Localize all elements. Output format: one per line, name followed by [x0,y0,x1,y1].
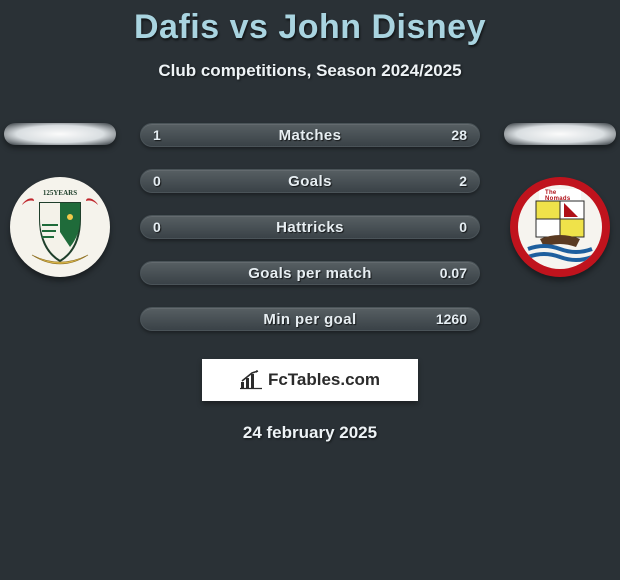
stat-bars: 1 Matches 28 0 Goals 2 0 Hattricks 0 Goa… [140,123,480,331]
brand-box[interactable]: FcTables.com [202,359,418,401]
player-left-name-pill [4,123,116,145]
stat-right-value: 0 [459,219,467,235]
stat-label: Hattricks [276,219,344,236]
player-right-block: The Nomads [504,123,616,277]
club-crest-right: The Nomads [510,177,610,277]
club-crest-left: 125YEARS [10,177,110,277]
player-right-name-pill [504,123,616,145]
stat-left-value: 0 [153,219,161,235]
shield-crest-icon: 125YEARS [10,177,110,277]
bar-chart-icon [240,370,262,390]
stat-row-min-per-goal: Min per goal 1260 [140,307,480,331]
stat-row-goals-per-match: Goals per match 0.07 [140,261,480,285]
stat-left-value: 0 [153,173,161,189]
subtitle: Club competitions, Season 2024/2025 [0,61,620,81]
player-left-block: 125YEARS [4,123,116,277]
stat-label: Min per goal [263,311,356,328]
comparison-body: 125YEARS The Nomads [0,123,620,443]
date-label: 24 february 2025 [0,423,620,443]
stat-right-value: 0.07 [440,265,467,281]
page-title: Dafis vs John Disney [0,8,620,47]
comparison-card: Dafis vs John Disney Club competitions, … [0,0,620,443]
svg-text:125YEARS: 125YEARS [43,189,77,197]
stat-label: Goals per match [248,265,372,282]
stat-row-goals: 0 Goals 2 [140,169,480,193]
brand-label: FcTables.com [268,370,380,390]
stat-right-value: 1260 [436,311,467,327]
ship-crest-icon [518,185,602,269]
stat-label: Matches [279,127,342,144]
stat-label: Goals [288,173,332,190]
stat-right-value: 28 [451,127,467,143]
stat-right-value: 2 [459,173,467,189]
stat-row-matches: 1 Matches 28 [140,123,480,147]
stat-row-hattricks: 0 Hattricks 0 [140,215,480,239]
stat-left-value: 1 [153,127,161,143]
